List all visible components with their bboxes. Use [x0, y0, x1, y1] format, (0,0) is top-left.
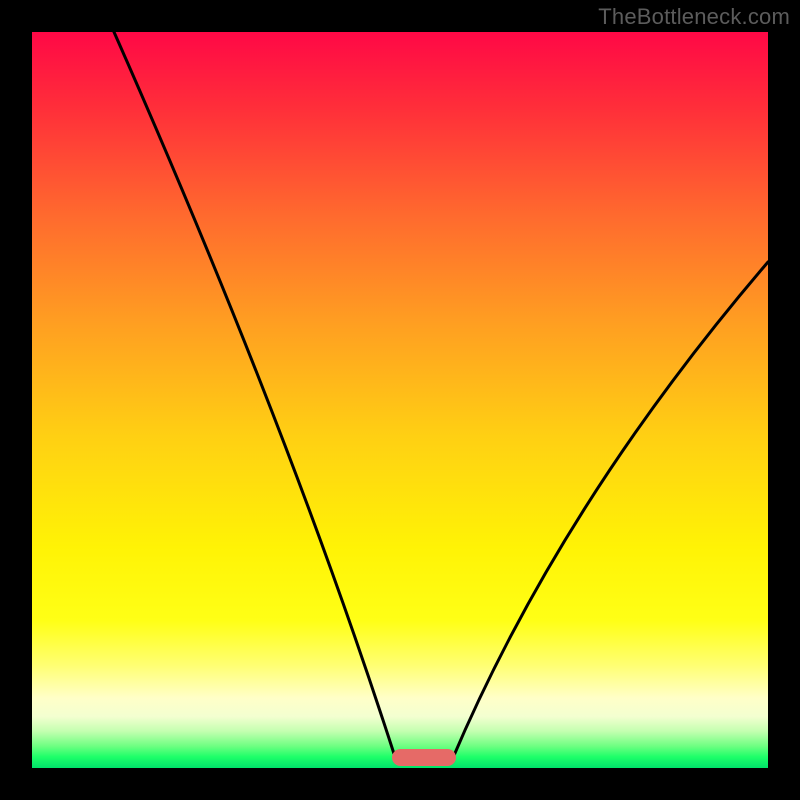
- plot-area-rect: [32, 32, 768, 768]
- gradient-background: [0, 0, 800, 800]
- attribution-text: TheBottleneck.com: [598, 4, 790, 30]
- valley-marker: [392, 749, 456, 766]
- chart-stage: TheBottleneck.com: [0, 0, 800, 800]
